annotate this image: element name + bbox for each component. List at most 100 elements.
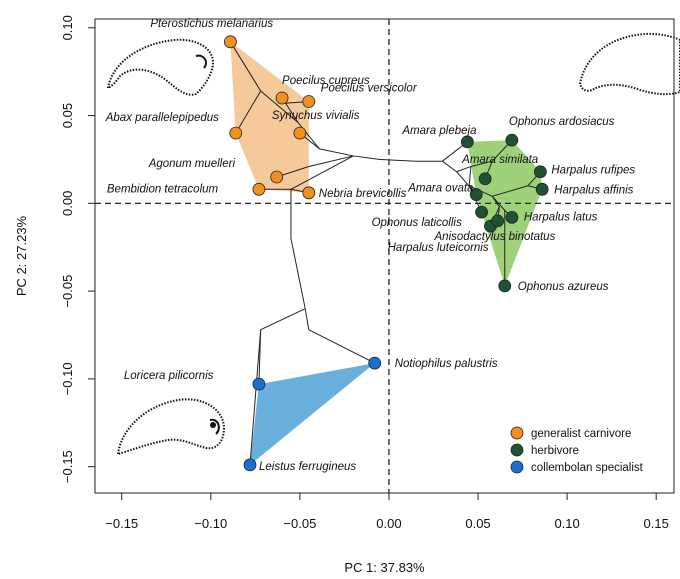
reference-lines (95, 19, 674, 493)
point-label: Nebria brevicollis (319, 188, 407, 200)
point-label: Ophonus ardosiacus (509, 116, 615, 128)
data-point (302, 186, 316, 200)
data-point (533, 165, 547, 179)
tree-branch (304, 308, 310, 330)
y-axis-ticks: −0.15 −0.10 −0.05 0.00 0.05 0.10 (60, 15, 95, 483)
y-tick-label: 0.00 (60, 191, 75, 216)
y-tick-label: −0.15 (60, 450, 75, 483)
tree-branch (249, 329, 262, 465)
point-label: Leistus ferrugineus (259, 461, 356, 473)
data-point (243, 458, 257, 472)
point-label: Harpalus rufipes (551, 165, 635, 177)
tree-branch (285, 102, 299, 123)
data-point (505, 210, 519, 224)
point-label: Agonum muelleri (148, 158, 236, 170)
data-point (229, 126, 243, 140)
legend-swatch (510, 426, 524, 440)
tree-branch (470, 160, 493, 167)
skull-illustrations (106, 32, 680, 456)
point-label: Notiophilus palustris (395, 358, 498, 370)
legend-label: generalist carnivore (531, 428, 631, 440)
data-point (275, 91, 289, 105)
x-tick-label: −0.05 (283, 516, 316, 531)
hull-collembolan-specialist (250, 363, 375, 465)
y-tick-label: 0.10 (60, 15, 75, 40)
hull-generalist-carnivore (230, 41, 309, 193)
skull-outline-bottom-left (116, 398, 226, 456)
data-point (498, 279, 512, 293)
point-label: Anisodactylus binotatus (434, 231, 556, 243)
point-label: Harpalus latus (524, 211, 598, 223)
tree-branch (308, 329, 375, 364)
tree-branch (260, 90, 299, 123)
x-axis-ticks: −0.15 −0.10 −0.05 0.00 0.05 0.10 0.15 (105, 493, 669, 531)
point-label: Abax parallelepipedus (105, 112, 219, 124)
data-point (475, 205, 488, 219)
x-tick-label: 0.10 (554, 516, 579, 531)
tree-branch (491, 195, 506, 211)
legend-label: collembolan specialist (531, 462, 644, 474)
point-label: Harpalus affinis (554, 184, 634, 196)
x-tick-label: −0.15 (105, 516, 138, 531)
data-point (368, 356, 382, 370)
tree-branch (353, 155, 381, 160)
x-tick-label: 0.00 (376, 516, 401, 531)
data-point (478, 172, 492, 186)
tree-branch (260, 308, 306, 331)
point-label: Amara ovata (407, 183, 473, 195)
legend: generalist carnivore herbivore collembolan… (510, 426, 644, 474)
data-point (505, 133, 519, 147)
data-points (223, 35, 549, 472)
y-axis-title: PC 2: 27.23% (14, 215, 29, 296)
tree-branch (235, 90, 262, 134)
data-point (293, 126, 307, 140)
tree-branch (492, 185, 529, 197)
point-label: Pterostichus melanarius (150, 18, 273, 30)
point-label: Bembidion tetracolum (107, 183, 219, 195)
tree-branch (290, 155, 354, 190)
point-label: Poecilus cupreus (282, 75, 370, 87)
tree-branch (456, 165, 472, 173)
skull-detail-bottom-left (209, 418, 220, 435)
x-tick-label: 0.15 (644, 516, 669, 531)
legend-label: herbivore (531, 445, 579, 457)
skull-outline-top-right (578, 32, 680, 96)
point-label: Loricera pilicornis (124, 370, 214, 382)
plot-frame (94, 18, 675, 494)
tree-branch (229, 41, 262, 92)
point-label: Poecilus versicolor (321, 83, 418, 95)
tree-branch (380, 158, 416, 162)
tree-branch (299, 282, 306, 309)
point-label: Amara similata (461, 154, 538, 166)
data-point (252, 377, 266, 391)
data-point (535, 182, 549, 196)
skull-marker-dot (210, 422, 216, 428)
data-point (469, 188, 483, 201)
data-point (302, 95, 316, 108)
x-axis-title: PC 1: 37.83% (344, 560, 425, 575)
legend-swatch (510, 443, 524, 457)
point-label: Harpalus luteicornis (388, 242, 489, 254)
y-tick-label: −0.05 (60, 275, 75, 308)
data-point (460, 135, 474, 149)
data-point (252, 182, 266, 196)
point-label: Ophonus laticollis (372, 217, 462, 229)
data-point (270, 170, 284, 184)
data-point (223, 35, 237, 49)
skull-detail-top-left (195, 54, 207, 69)
skull-details (195, 54, 220, 435)
tree-branch (308, 155, 354, 167)
point-labels: Pterostichus melanarius Poecilus cupreusP… (105, 18, 636, 473)
x-tick-label: −0.10 (194, 516, 227, 531)
legend-swatch (510, 460, 524, 474)
y-tick-label: −0.10 (60, 362, 75, 395)
tree-branch (442, 160, 457, 173)
point-label: Ophonus azureus (518, 281, 609, 293)
y-tick-label: 0.05 (60, 103, 75, 128)
data-point (491, 214, 505, 228)
x-tick-label: 0.05 (465, 516, 490, 531)
point-label: Amara plebeja (401, 125, 476, 137)
tree-branch (468, 166, 472, 186)
point-label: Synuchus vivialis (272, 110, 360, 122)
